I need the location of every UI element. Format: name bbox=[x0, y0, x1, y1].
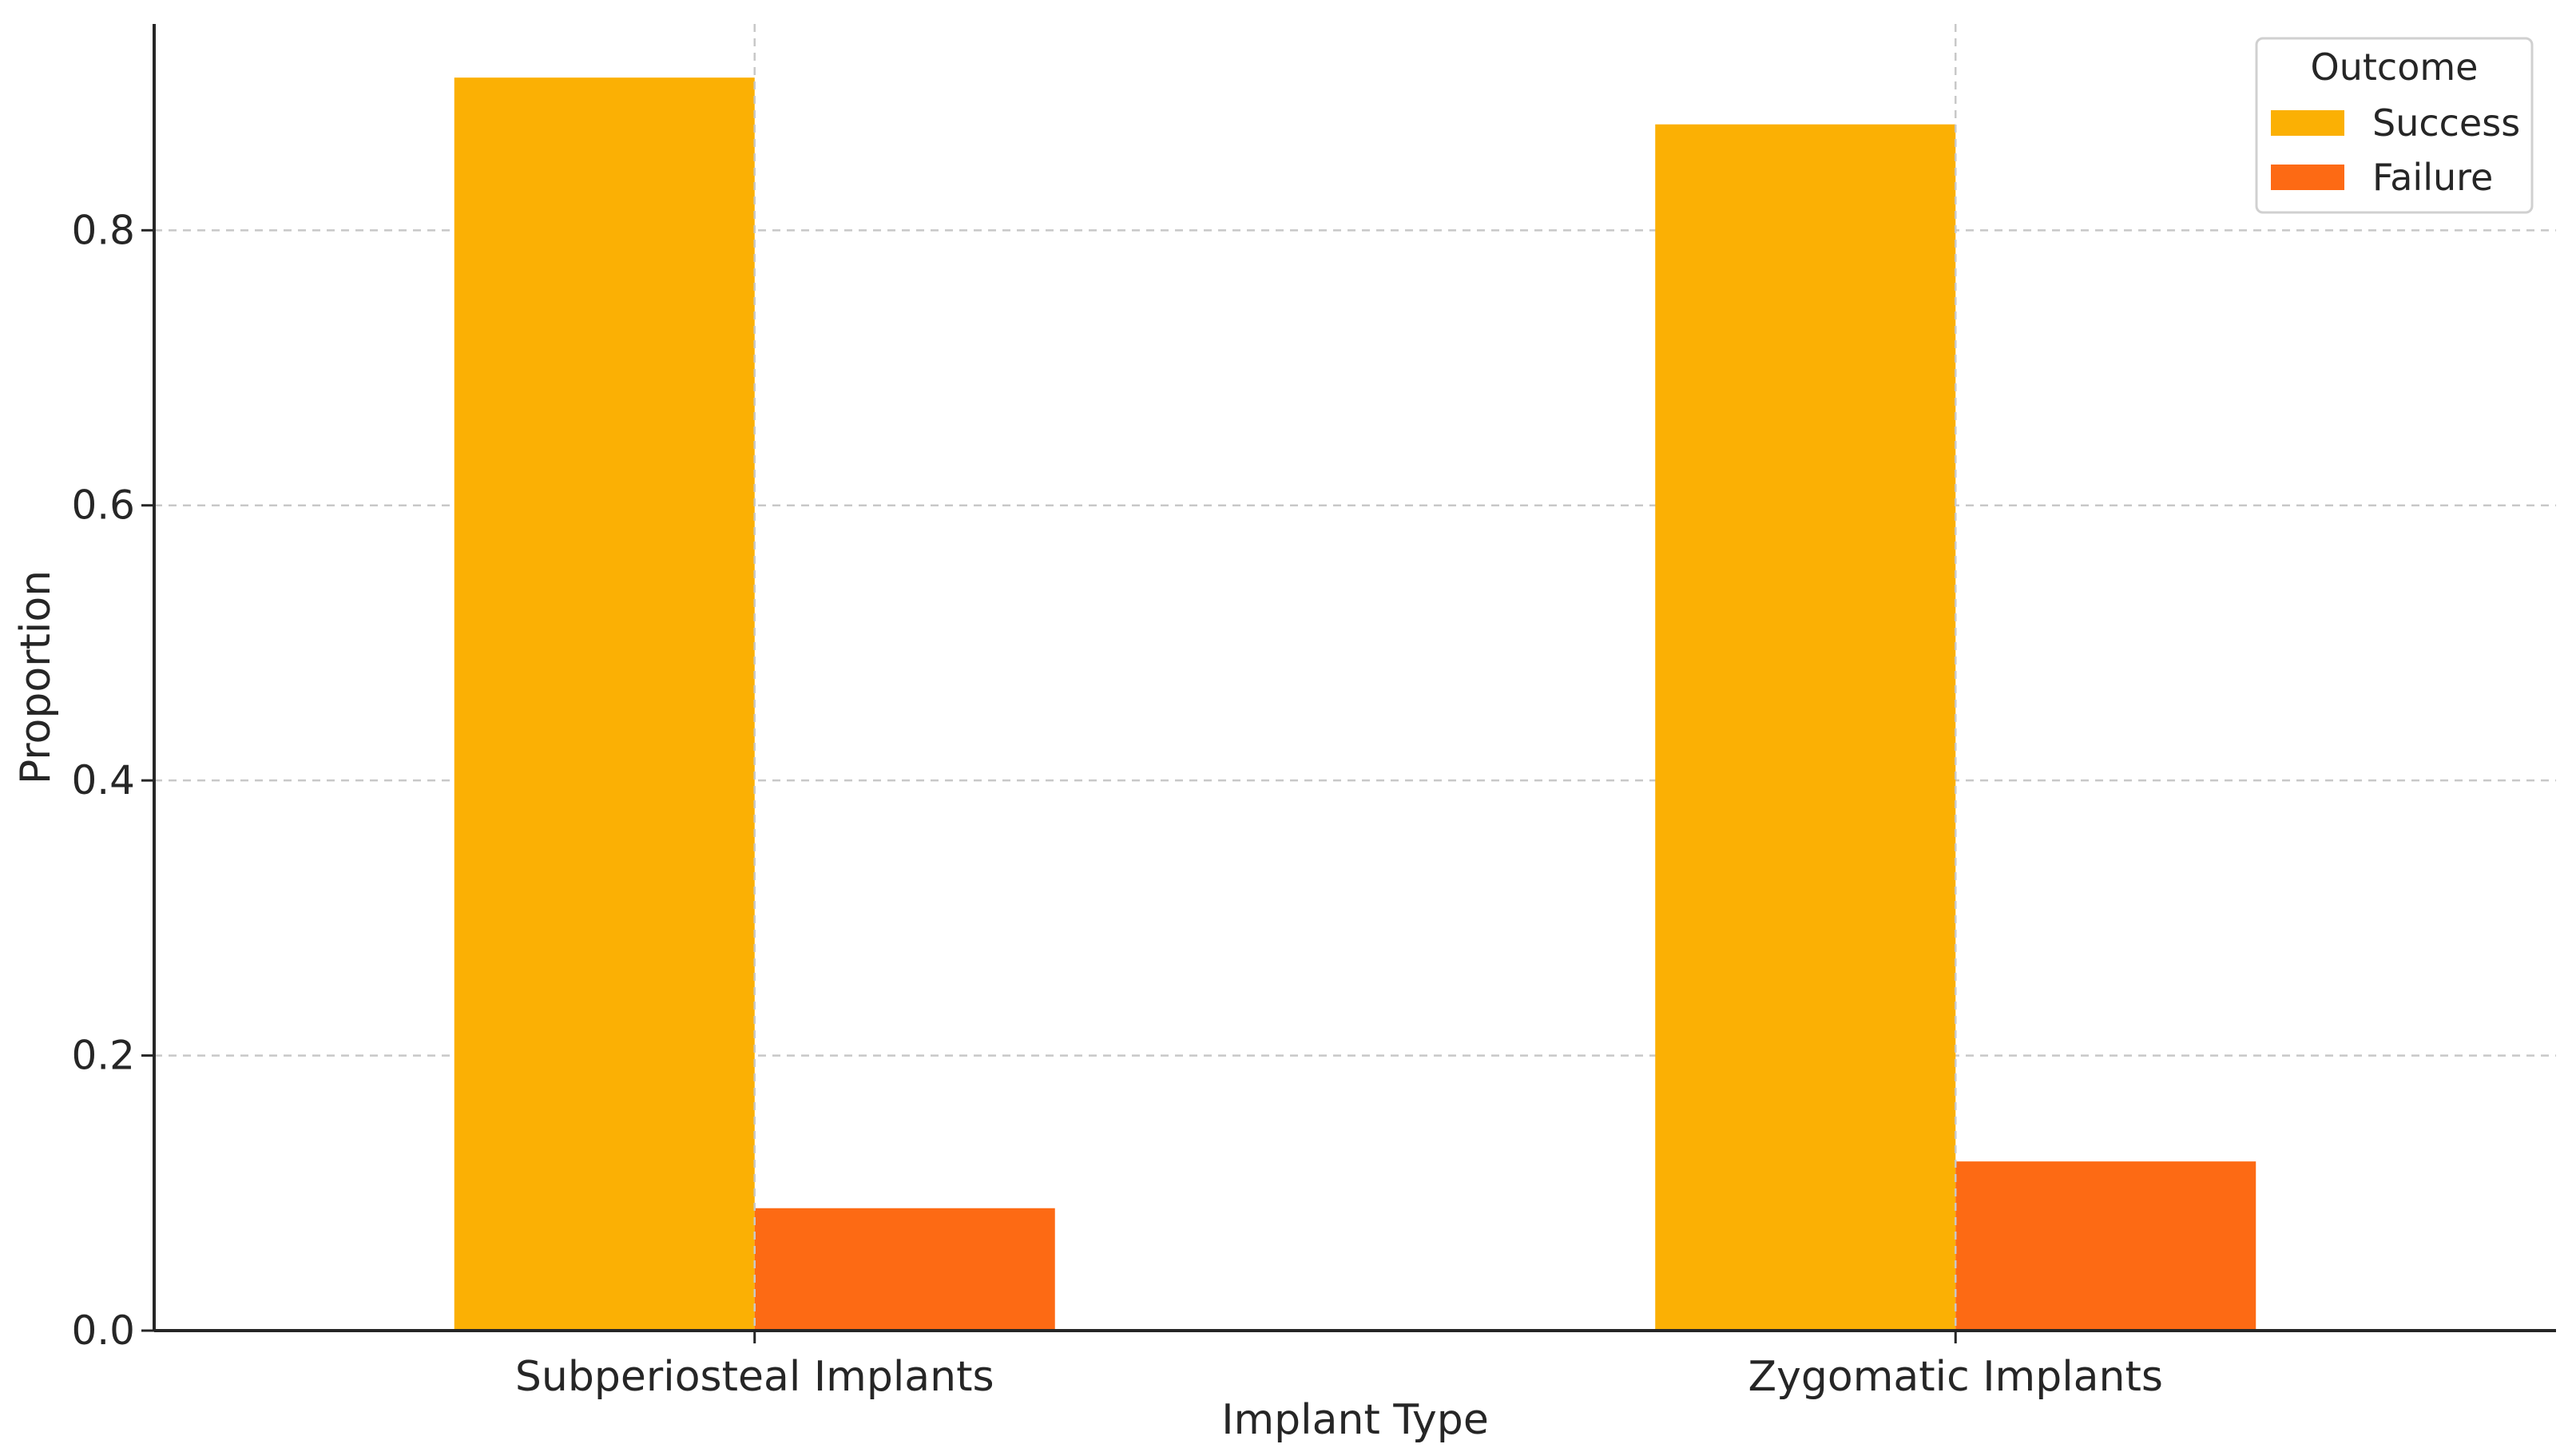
legend: Outcome Success Failure bbox=[2255, 37, 2534, 214]
bar-success-2 bbox=[1655, 124, 1956, 1331]
legend-label-failure: Failure bbox=[2372, 156, 2493, 199]
legend-swatch-failure bbox=[2271, 165, 2344, 190]
y-tick-label: 0.8 bbox=[71, 207, 135, 253]
legend-label-success: Success bbox=[2372, 101, 2520, 145]
legend-items: Success Failure bbox=[2271, 101, 2520, 199]
y-tick-label: 0.4 bbox=[71, 757, 135, 803]
x-tick-label: Subperiosteal Implants bbox=[515, 1353, 994, 1401]
y-tick-label: 0.0 bbox=[71, 1307, 135, 1354]
legend-swatch-success bbox=[2271, 110, 2344, 136]
y-tick-label: 0.2 bbox=[71, 1033, 135, 1079]
ticks: 0.0 0.2 0.4 0.6 0.8 Subperiosteal Implants Zyg… bbox=[71, 207, 2163, 1401]
bar-failure-2 bbox=[1955, 1161, 2256, 1331]
bars bbox=[454, 24, 2256, 1331]
bar-failure-1 bbox=[754, 1208, 1055, 1331]
axes bbox=[153, 24, 2556, 1332]
x-axis-label: Implant Type bbox=[1221, 1396, 1489, 1444]
y-tick-label: 0.6 bbox=[71, 482, 135, 529]
y-axis-label: Proportion bbox=[12, 570, 60, 784]
bar-success-1 bbox=[454, 77, 755, 1331]
legend-title: Outcome bbox=[2311, 46, 2479, 89]
x-tick-label: Zygomatic Implants bbox=[1748, 1353, 2163, 1401]
